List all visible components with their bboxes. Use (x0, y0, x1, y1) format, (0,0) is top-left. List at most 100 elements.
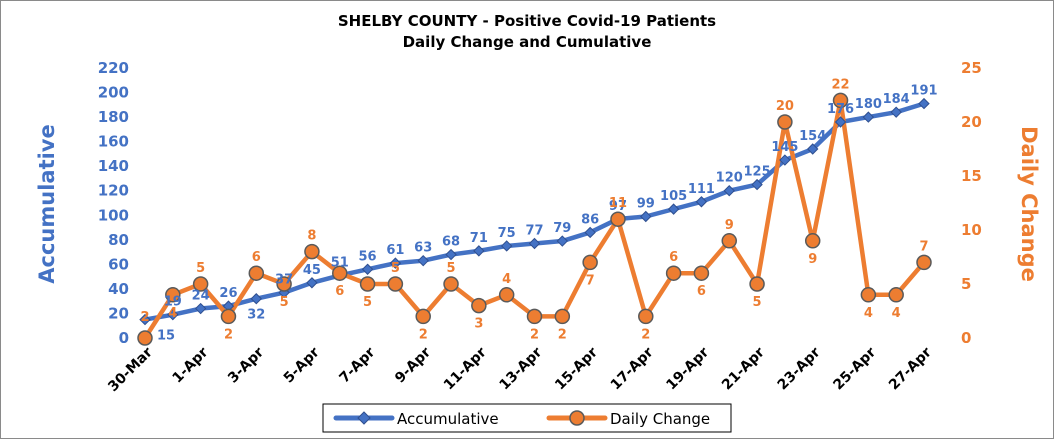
marker-daily-change (248, 265, 265, 281)
marker-accumulative (695, 196, 708, 208)
data-label-daily-change: 9 (725, 218, 734, 233)
marker-daily-change (276, 276, 292, 292)
marker-accumulative (445, 248, 457, 261)
data-label-daily-change: 11 (609, 196, 627, 211)
marker-daily-change (387, 276, 404, 292)
x-tick: 15-Apr (552, 344, 601, 393)
marker-accumulative (556, 235, 569, 247)
marker-daily-change (137, 330, 153, 346)
marker-accumulative (807, 143, 819, 155)
marker-daily-change (832, 92, 849, 109)
marker-accumulative (834, 116, 847, 128)
data-label-daily-change: 7 (919, 239, 928, 254)
marker-accumulative (584, 226, 596, 239)
legend: Accumulative Daily Change (322, 403, 732, 433)
series-markers (137, 92, 932, 346)
data-label-accumulative: 180 (855, 97, 882, 112)
x-tick: 27-Apr (886, 344, 935, 393)
y-tick-right: 0 (961, 329, 971, 347)
data-label-accumulative: 120 (716, 171, 743, 186)
data-label-accumulative: 184 (883, 92, 910, 107)
marker-daily-change (610, 211, 626, 227)
marker-accumulative (723, 185, 735, 197)
x-tick: 23-Apr (775, 344, 824, 393)
data-label-accumulative: 154 (799, 129, 826, 144)
marker-accumulative (779, 154, 791, 166)
marker-daily-change (359, 276, 376, 292)
data-label-accumulative: 97 (609, 199, 627, 214)
data-label-accumulative: 24 (192, 289, 210, 304)
legend-label-accumulative: Accumulative (397, 410, 499, 428)
marker-daily-change (165, 287, 181, 303)
legend-label-daily-change: Daily Change (610, 410, 710, 428)
x-tick: 25-Apr (830, 344, 879, 393)
data-label-accumulative: 68 (442, 235, 460, 250)
x-tick: 19-Apr (663, 344, 712, 393)
data-label-daily-change: 2 (558, 327, 567, 342)
y-tick-left: 0 (119, 329, 129, 347)
marker-daily-change (498, 287, 515, 303)
marker-daily-change (665, 265, 682, 281)
y-tick-right: 20 (961, 113, 982, 131)
marker-daily-change (749, 276, 765, 292)
marker-accumulative (306, 277, 318, 289)
marker-daily-change (860, 287, 877, 303)
data-label-daily-change: 3 (474, 317, 483, 332)
y-tick-left: 80 (108, 231, 129, 249)
data-label-accumulative: 79 (553, 221, 571, 236)
marker-accumulative (167, 308, 179, 321)
data-label-daily-change: 4 (864, 306, 873, 321)
data-label-daily-change: 4 (502, 272, 511, 287)
marker-accumulative (361, 263, 374, 275)
marker-daily-change (554, 308, 571, 325)
legend-marker-daily-change (569, 410, 585, 426)
marker-daily-change (220, 308, 237, 325)
marker-daily-change (471, 297, 487, 314)
data-label-accumulative: 51 (331, 255, 349, 270)
x-tick: 1-Apr (170, 344, 212, 386)
marker-daily-change (582, 254, 598, 271)
marker-accumulative (500, 240, 513, 252)
data-label-accumulative: 37 (275, 273, 293, 288)
data-label-daily-change: 2 (419, 327, 428, 342)
data-label-daily-change: 6 (252, 250, 261, 265)
data-label-daily-change: 5 (363, 295, 372, 310)
marker-daily-change (804, 233, 821, 249)
data-label-daily-change: 2 (641, 327, 650, 342)
marker-accumulative (890, 106, 902, 118)
data-label-daily-change: 9 (808, 252, 817, 267)
data-label-daily-change: 5 (196, 261, 205, 276)
x-tick: 7-Apr (336, 344, 378, 386)
data-label-accumulative: 125 (744, 165, 771, 180)
marker-accumulative (918, 97, 930, 110)
data-label-accumulative: 145 (771, 140, 798, 155)
marker-accumulative (862, 111, 875, 123)
data-label-daily-change: 2 (224, 327, 233, 342)
data-label-accumulative: 32 (247, 308, 265, 323)
data-label-daily-change: 6 (335, 284, 344, 299)
y-tick-left: 220 (98, 59, 129, 77)
data-label-accumulative: 19 (164, 295, 182, 310)
data-label-accumulative: 86 (581, 212, 599, 227)
marker-accumulative (640, 210, 652, 223)
data-label-daily-change: 20 (776, 99, 794, 114)
data-label-accumulative: 26 (219, 286, 237, 301)
data-label-daily-change: 2 (140, 310, 149, 325)
y-axis-label-left: Accumulative (35, 124, 59, 283)
x-tick: 9-Apr (392, 344, 434, 386)
data-label-accumulative: 45 (303, 263, 321, 278)
y-tick-left: 120 (98, 182, 129, 200)
marker-accumulative (417, 254, 429, 267)
data-label-accumulative: 63 (414, 241, 432, 256)
data-label-daily-change: 6 (669, 250, 678, 265)
marker-accumulative (667, 203, 680, 215)
legend-marker-accumulative (357, 411, 371, 425)
y-tick-left: 160 (98, 133, 129, 151)
data-label-accumulative: 99 (637, 197, 655, 212)
data-label-accumulative: 15 (157, 329, 175, 344)
marker-accumulative (139, 313, 151, 326)
data-label-daily-change: 4 (892, 306, 901, 321)
chart-title: SHELBY COUNTY - Positive Covid-19 Patien… (338, 12, 716, 30)
data-label-accumulative: 61 (386, 243, 404, 258)
